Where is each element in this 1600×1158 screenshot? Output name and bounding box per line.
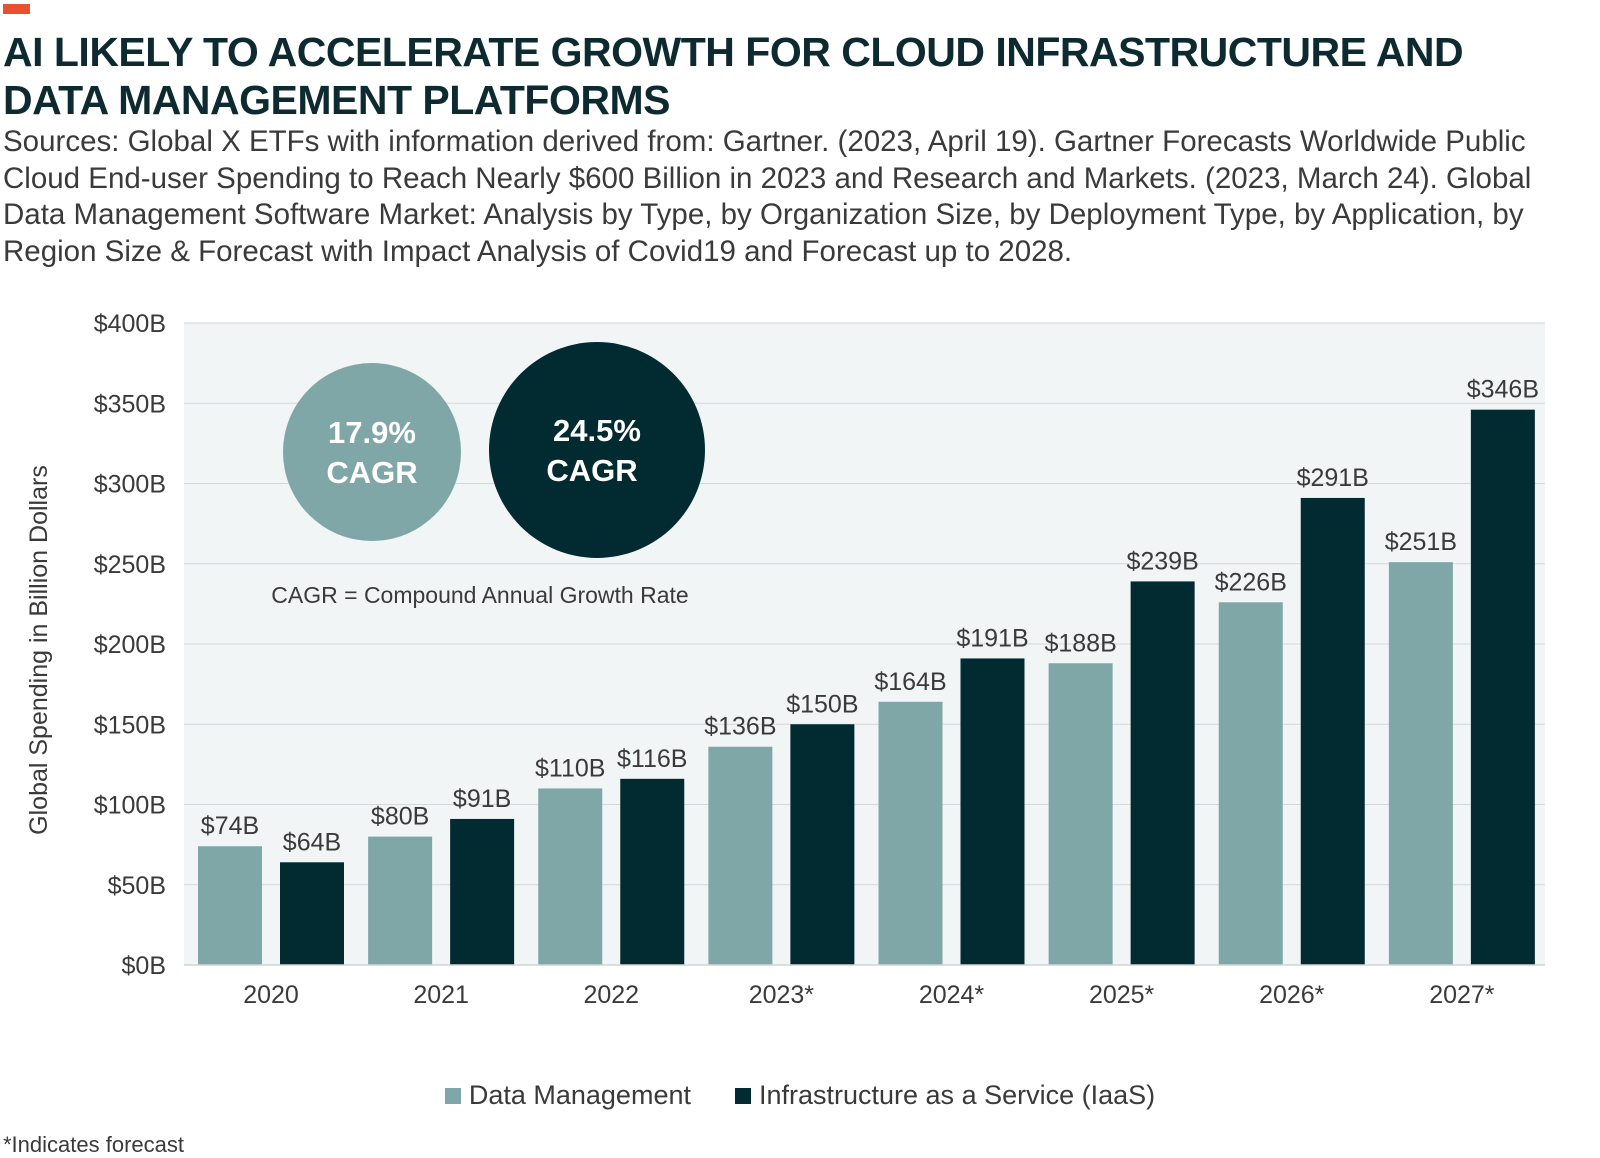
sources-text: Sources: Global X ETFs with information … (3, 125, 1532, 268)
y-tick-label: $300B (94, 471, 166, 499)
data-label: $346B (1467, 376, 1539, 404)
y-tick-label: $150B (94, 711, 166, 739)
data-label: $164B (874, 668, 946, 696)
legend-swatch-data-management (444, 1087, 461, 1104)
x-tick-label: 2023* (749, 981, 815, 1009)
cagr-label: CAGR (546, 453, 637, 488)
y-tick-label: $100B (94, 792, 166, 820)
bar-data-management (878, 701, 943, 965)
data-label: $188B (1044, 629, 1116, 657)
cagr-value: 24.5% (553, 413, 641, 448)
y-tick-label: $350B (94, 390, 166, 418)
legend-label: Infrastructure as a Service (IaaS) (758, 1080, 1156, 1110)
x-tick-label: 2027* (1429, 981, 1495, 1009)
y-tick-label: $250B (94, 551, 166, 579)
data-label: $64B (283, 828, 341, 856)
data-label: $91B (453, 785, 511, 813)
data-label: $116B (617, 745, 687, 773)
data-label: $110B (535, 754, 605, 782)
data-label: $226B (1215, 568, 1287, 596)
data-label: $191B (956, 624, 1028, 652)
data-label: $80B (371, 803, 429, 831)
y-tick-label: $400B (94, 310, 166, 338)
bar-data-management (1218, 602, 1283, 965)
accent-bar (3, 4, 30, 14)
cagr-label: CAGR (326, 455, 417, 490)
cagr-value: 17.9% (328, 415, 416, 450)
legend: Data Management Infrastructure as a Serv… (0, 1080, 1600, 1111)
bar-data-management (1048, 663, 1113, 965)
x-tick-label: 2021 (413, 981, 469, 1009)
y-tick-label: $50B (108, 872, 166, 900)
cagr-bubble-iaas (489, 342, 705, 558)
cagr-bubble-data-management (283, 363, 461, 541)
data-label: $74B (201, 812, 259, 840)
bar-iaas (620, 778, 685, 965)
data-label: $136B (704, 713, 776, 741)
x-tick-label: 2022 (583, 981, 639, 1009)
bar-iaas (1470, 409, 1535, 965)
y-tick-label: $0B (122, 952, 166, 980)
x-tick-label: 2024* (919, 981, 985, 1009)
legend-swatch-iaas (734, 1087, 751, 1104)
x-tick-label: 2026* (1259, 981, 1325, 1009)
data-label: $291B (1297, 464, 1369, 492)
data-label: $150B (786, 690, 858, 718)
data-label: $239B (1126, 547, 1198, 575)
bar-iaas (790, 724, 855, 965)
legend-item-data-management: Data Management (444, 1080, 691, 1111)
bar-data-management (538, 788, 603, 965)
bar-data-management (708, 746, 773, 965)
chart-title: AI LIKELY TO ACCELERATE GROWTH FOR CLOUD… (3, 29, 1464, 123)
bar-data-management (368, 836, 433, 965)
x-tick-label: 2020 (243, 981, 299, 1009)
bar-iaas (280, 862, 344, 965)
data-label: $251B (1385, 528, 1457, 556)
bar-data-management (1388, 562, 1453, 965)
y-axis-label: Global Spending in Billion Dollars (25, 465, 53, 835)
cagr-note: CAGR = Compound Annual Growth Rate (271, 582, 688, 608)
bar-iaas (960, 658, 1025, 965)
bar-iaas (450, 818, 515, 965)
bar-iaas (1300, 497, 1365, 965)
footnote: *Indicates forecast (3, 1132, 184, 1157)
y-tick-label: $200B (94, 631, 166, 659)
bar-data-management (198, 846, 262, 965)
bar-iaas (1130, 581, 1195, 965)
legend-label: Data Management (468, 1080, 691, 1110)
legend-item-iaas: Infrastructure as a Service (IaaS) (734, 1080, 1156, 1111)
x-tick-label: 2025* (1089, 981, 1155, 1009)
